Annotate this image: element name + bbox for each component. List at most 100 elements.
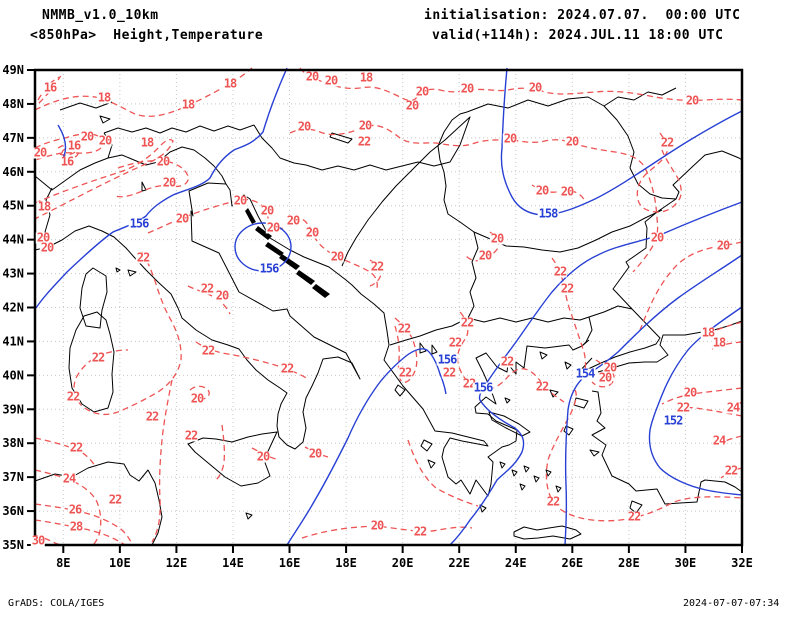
temperature-contour-label: 20 [307, 446, 322, 461]
lat-tick-label: 41N [2, 334, 24, 348]
temperature-contour-label: 20 [323, 73, 338, 88]
temperature-contour-label: 22 [459, 315, 474, 330]
lon-tick-label: 12E [166, 556, 188, 570]
lat-tick-label: 38N [2, 436, 24, 450]
lat-tick-label: 48N [2, 97, 24, 111]
temperature-contour-label: 22 [659, 135, 674, 150]
temperature-contour-label: 24 [711, 433, 726, 448]
temperature-contour-label: 18 [96, 90, 111, 105]
temperature-contour-label: 22 [723, 463, 738, 478]
temperature-contour-label: 16 [59, 154, 74, 169]
lat-tick-label: 39N [2, 402, 24, 416]
temperature-contour-label: 22 [135, 250, 150, 265]
temperature-contour-label: 22 [107, 492, 122, 507]
temperature-contour-label: 22 [626, 509, 641, 524]
temperature-contour-label: 22 [545, 494, 560, 509]
height-contour-label: 156 [436, 352, 458, 367]
temperature-contour-label: 16 [42, 80, 57, 95]
temperature-contour-label: 20 [32, 145, 47, 160]
render-timestamp: 2024-07-07-07:34 [683, 598, 780, 609]
temperature-contour-label: 20 [329, 249, 344, 264]
temperature-contour-label: 18 [358, 70, 373, 85]
temperature-contour-label: 28 [68, 519, 83, 534]
temperature-contour-label: 20 [259, 203, 274, 218]
temperature-contour-label: 20 [39, 240, 54, 255]
lon-tick-label: 22E [448, 556, 470, 570]
temperature-contour-label: 22 [279, 361, 294, 376]
lon-tick-label: 8E [56, 556, 70, 570]
temperature-contour-label: 22 [447, 335, 462, 350]
lon-tick-label: 20E [392, 556, 414, 570]
temperature-contour-label: 22 [369, 259, 384, 274]
lat-tick-label: 36N [2, 504, 24, 518]
temperature-contour-label: 22 [441, 365, 456, 380]
axis-tick-labels: 49N 48N 47N 46N 45N 44N 43N 42N 41N 40N 39N 38N 37N 3… [2, 63, 753, 570]
temperature-contour-label: 24 [61, 471, 76, 486]
temperature-contour-label: 20 [304, 69, 319, 84]
temperature-contour-label: 18 [711, 335, 726, 350]
temperature-contour-label: 18 [139, 135, 154, 150]
temperature-contour-label: 22 [199, 281, 214, 296]
temperature-contour-label: 20 [265, 220, 280, 235]
lon-tick-label: 18E [335, 556, 357, 570]
lon-tick-label: 10E [109, 556, 131, 570]
lat-tick-label: 43N [2, 267, 24, 281]
init-time: initialisation: 2024.07.07. 00:00 UTC [424, 8, 741, 23]
lon-tick-label: 30E [675, 556, 697, 570]
temperature-contour-label: 20 [304, 225, 319, 240]
temperature-contour-label: 20 [174, 211, 189, 226]
field-title: <850hPa> Height,Temperature [30, 28, 264, 43]
temperature-contour-label: 20 [97, 133, 112, 148]
lon-tick-label: 32E [731, 556, 753, 570]
lon-tick-label: 14E [222, 556, 244, 570]
temperature-contour-label: 20 [404, 98, 419, 113]
temperature-contour-label: 18 [36, 199, 51, 214]
temperature-contour-label: 20 [285, 213, 300, 228]
temperature-contour-label: 20 [559, 184, 574, 199]
lon-tick-label: 28E [618, 556, 640, 570]
temperature-contour-label: 22 [68, 440, 83, 455]
temperature-contour-label: 20 [602, 360, 617, 375]
temperature-contour-label: 22 [65, 389, 80, 404]
lat-tick-label: 42N [2, 301, 24, 315]
temperature-contour-label: 20 [189, 391, 204, 406]
valid-time: valid(+114h): 2024.JUL.11 18:00 UTC [432, 28, 724, 43]
temperature-contour-label: 20 [232, 193, 247, 208]
temperature-contour-label: 20 [296, 119, 311, 134]
temperature-contour-label: 18 [700, 325, 715, 340]
temperature-contour-label: 22 [90, 350, 105, 365]
temperature-contour-label: 22 [552, 264, 567, 279]
temperature-contour-label: 20 [255, 449, 270, 464]
model-title: NMMB_v1.0_10km [42, 8, 159, 23]
temperature-contour-label: 20 [459, 81, 474, 96]
height-contour-label: 158 [537, 206, 559, 221]
height-contour-label: 156 [258, 261, 280, 276]
temperature-contour-label: 20 [414, 84, 429, 99]
temperature-contour-label: 18 [222, 76, 237, 91]
temperature-contour-label: 22 [534, 379, 549, 394]
temperature-contour-label: 20 [684, 93, 699, 108]
temperature-contour-label: 22 [499, 354, 514, 369]
temperature-contour-label: 26 [67, 502, 82, 517]
temperature-contour-label: 20 [527, 80, 542, 95]
lat-tick-label: 37N [2, 470, 24, 484]
temperature-contour-label: 22 [144, 409, 159, 424]
lat-tick-label: 46N [2, 165, 24, 179]
lat-tick-label: 47N [2, 131, 24, 145]
lat-tick-label: 35N [2, 538, 24, 552]
temperature-contour-label: 22 [396, 321, 411, 336]
temperature-contour-label: 20 [534, 183, 549, 198]
height-contour-label: 156 [128, 216, 150, 231]
dalmatian-islands [245, 208, 330, 298]
temperature-contour-label: 20 [35, 230, 50, 245]
temperature-contour-label: 16 [66, 138, 81, 153]
temperature-contour-label: 20 [597, 370, 612, 385]
temperature-contour-label: 22 [183, 428, 198, 443]
temperature-contour-label: 20 [564, 134, 579, 149]
temperature-contour-label: 20 [155, 154, 170, 169]
grads-credit: GrADS: COLA/IGES [8, 598, 105, 609]
lon-tick-label: 26E [561, 556, 583, 570]
height-contour-label: 152 [662, 413, 684, 428]
